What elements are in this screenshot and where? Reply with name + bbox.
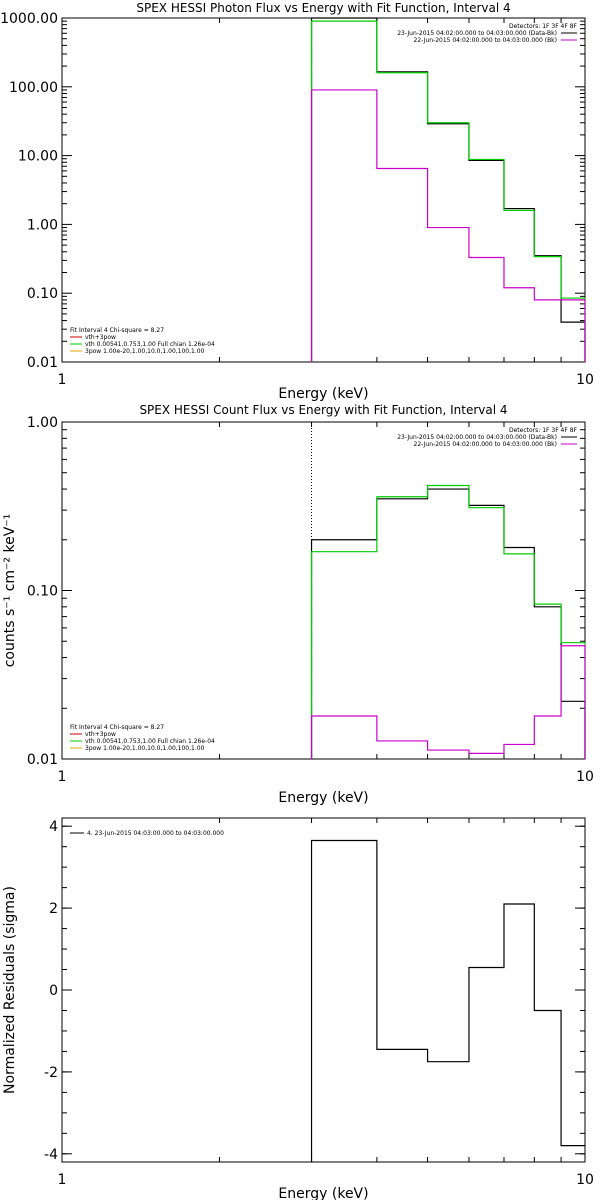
plot2-y-tick-label: 1.00 xyxy=(27,415,58,431)
plot2-legend-detectors: Detectors: 1F 3F 4F 8F xyxy=(509,427,578,434)
plot1-legend-entry-text: 23-Jun-2015 04:02:00.000 to 04:03:00.000… xyxy=(397,30,557,37)
plot2-legend-entry-text: 22-Jun-2015 04:02:00.000 to 04:03:00.000… xyxy=(414,441,557,448)
plot1-title: SPEX HESSI Photon Flux vs Energy with Fi… xyxy=(136,1,510,15)
plot1-y-tick-label: 1000.00 xyxy=(0,11,58,27)
plot1-y-tick-label: 0.10 xyxy=(27,286,58,302)
plot3-frame xyxy=(61,817,586,1163)
plot1-series-background xyxy=(310,89,586,362)
plot2-series-data xyxy=(310,488,586,759)
plot3-x-tick-label: 1 xyxy=(58,1172,67,1188)
plot3-y-tick-label: -2 xyxy=(44,1065,58,1081)
plot2-series-fit xyxy=(310,484,586,759)
plot1-x-axis-label: Energy (keV) xyxy=(278,386,368,402)
plot2-y-axis-label: counts s⁻¹ cm⁻² keV⁻¹ xyxy=(2,514,18,668)
plot1-legend-fit-text: vth+3pow xyxy=(85,334,116,341)
plot2-series-background xyxy=(310,645,586,759)
plot3-series-residuals xyxy=(310,839,585,1162)
plot2-y-tick-label: 0.10 xyxy=(27,584,58,600)
plot1-series-fit xyxy=(310,20,586,362)
plot2-x-axis-label: Energy (keV) xyxy=(278,790,368,806)
plot3-legend-interval-text: 4. 23-Jun-2015 04:03:00.000 to 04:03:00.… xyxy=(87,830,224,837)
plot1-legend-detectors: Detectors: 1F 3F 4F 8F xyxy=(509,23,578,30)
plot3-x-axis-label: Energy (keV) xyxy=(278,1186,368,1200)
plot2-legend-entry-text: 23-Jun-2015 04:02:00.000 to 04:03:00.000… xyxy=(397,434,557,441)
plot2-title: SPEX HESSI Count Flux vs Energy with Fit… xyxy=(139,403,507,417)
plot3-y-tick-label: -4 xyxy=(44,1147,58,1163)
plot1-legend-fit-header: Fit Interval 4 Chi-square = 8.27 xyxy=(70,327,164,334)
plot1-y-tick-label: 10.00 xyxy=(18,149,58,165)
plot2-legend-fit-text: 3pow 1.00e-20,1.00,10.0,1.00,100,1.00 xyxy=(85,745,205,752)
plot2-x-tick-label: 10 xyxy=(576,769,594,785)
plot3-y-tick-label: 0 xyxy=(49,983,58,999)
plot1-legend-fit-text: 3pow 1.00e-20,1.00,10.0,1.00,100,1.00 xyxy=(85,348,205,355)
plot3-y-axis-label: Normalized Residuals (sigma) xyxy=(2,886,18,1094)
plot1-series-data xyxy=(310,17,586,362)
plot2-x-tick-label: 1 xyxy=(58,769,67,785)
plot2-legend-fit-text: vth 0.00541,0.753,1.00 Full chian 1.26e-… xyxy=(85,738,215,745)
plot2-legend-fit-text: vth+3pow xyxy=(85,731,116,738)
plot3-y-tick-label: 4 xyxy=(49,819,58,835)
plot1-y-tick-label: 0.01 xyxy=(27,355,58,371)
plot1-frame xyxy=(61,17,586,363)
plot1-y-tick-label: 100.00 xyxy=(9,80,58,96)
plot2-legend-fit-header: Fit Interval 4 Chi-square = 8.27 xyxy=(70,724,164,731)
plot1-x-tick-label: 10 xyxy=(576,372,594,388)
plot1-legend-entry-text: 22-Jun-2015 04:02:00.000 to 04:03:00.000… xyxy=(414,37,557,44)
plot1-legend-fit-text: vth 0.00541,0.753,1.00 Full chian 1.26e-… xyxy=(85,341,215,348)
plot1-y-tick-label: 1.00 xyxy=(27,217,58,233)
plot3-x-tick-label: 10 xyxy=(576,1172,594,1188)
plot2-y-tick-label: 0.01 xyxy=(27,752,58,768)
plot1-x-tick-label: 1 xyxy=(58,372,67,388)
plot2-frame xyxy=(61,421,586,760)
plot3-y-tick-label: 2 xyxy=(49,901,58,917)
